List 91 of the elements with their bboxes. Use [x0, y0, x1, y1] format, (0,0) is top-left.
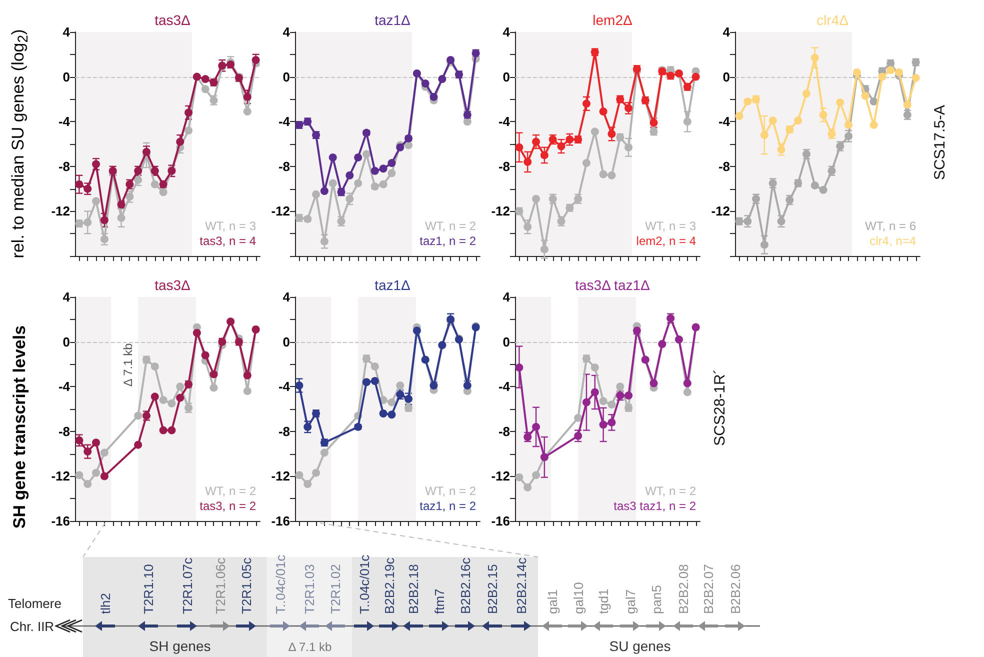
chart-title: clr4Δ: [816, 12, 848, 28]
y-tick-label: -4: [58, 114, 71, 130]
y-tick-label: 4: [62, 290, 71, 304]
text: tas3, n = 2: [200, 499, 256, 513]
text: gal7: [623, 589, 638, 614]
text: B2B2.15: [485, 564, 500, 614]
chart-title: tas3Δ: [154, 12, 190, 28]
y2-axis-title: SCS28-1R´: [712, 368, 728, 448]
text: pan5: [649, 585, 664, 614]
y-tick-label: -16: [271, 514, 290, 528]
text: B2B2.07: [701, 564, 716, 614]
text: lem2, n = 4: [636, 234, 696, 248]
y-tick-label: 0: [502, 69, 510, 84]
y-tick-label: 4: [502, 290, 511, 304]
y-tick-label: 4: [502, 24, 511, 40]
y-tick-label: -12: [271, 204, 290, 219]
text: WT, n = 2: [424, 219, 476, 233]
y-tick-label: -8: [278, 424, 290, 439]
y-tick-label: 4: [282, 290, 291, 304]
text: T2R1.03: [302, 564, 317, 614]
y-tick-label: -8: [58, 158, 70, 174]
y-tick-label: 0: [722, 69, 730, 84]
y-tick-label: 4: [722, 24, 731, 40]
y-tick-label: -16: [51, 514, 70, 528]
y-tick-label: -4: [58, 379, 71, 394]
text: gal1: [545, 589, 560, 614]
text: WT, n = 3: [644, 219, 696, 233]
text: WT, n = 2: [644, 484, 696, 498]
y-axis-title: SH gene transcript levels: [10, 324, 30, 531]
text: B2B2.08: [676, 564, 691, 614]
text: tlh2: [98, 593, 113, 614]
y-tick-label: -12: [51, 468, 70, 484]
text: tas3, n = 4: [200, 234, 256, 248]
text: Telomere: [8, 596, 62, 611]
text: T2R1.10: [141, 564, 156, 614]
y-tick-label: 0: [62, 69, 70, 84]
y-tick-label: -4: [498, 114, 511, 130]
y-tick-label: 0: [282, 69, 290, 84]
text: WT, n = 2: [204, 484, 256, 498]
text: B2B2.16c: [458, 557, 473, 614]
text: B2B2.14c: [514, 557, 529, 614]
y-tick-label: -16: [491, 514, 510, 528]
text: B2B2.18: [406, 564, 421, 614]
text: B2B2.06: [728, 564, 743, 614]
text: T2R1.05c: [239, 557, 254, 614]
y-tick-label: -4: [498, 379, 511, 394]
y-tick-label: 0: [282, 334, 290, 350]
text: SU genes: [609, 638, 671, 654]
text: B2B2.19c: [382, 557, 397, 614]
text: tas3 taz1, n = 2: [614, 499, 696, 513]
text: tgd1: [596, 588, 611, 614]
text: T2R1.06c: [213, 557, 228, 614]
text: taz1, n = 2: [420, 499, 476, 513]
y-tick-label: 4: [282, 24, 291, 40]
chart-title: lem2Δ: [592, 12, 632, 28]
text: T2R1.07c: [180, 557, 195, 614]
text: T2R1.02: [328, 564, 343, 614]
text: Chr. IIR: [10, 619, 54, 634]
y-tick-label: 0: [62, 334, 70, 350]
text: SH genes: [149, 638, 211, 654]
y-tick-label: -12: [51, 204, 70, 219]
text: clr4, n=4: [870, 234, 916, 248]
text: Δ 7.1 kb: [288, 640, 332, 654]
y-tick-label: 0: [502, 334, 510, 350]
y2-axis-title: SCS17.5-A: [932, 104, 948, 182]
y-tick-label: -8: [498, 424, 510, 439]
chart-title: taz1Δ: [374, 12, 410, 28]
y-tick-label: -12: [271, 468, 290, 484]
text: taz1, n = 2: [420, 234, 476, 248]
text: gal10: [571, 582, 586, 614]
annotation: Δ 7.1 kb: [121, 342, 136, 387]
y-tick-label: -12: [491, 468, 510, 484]
y-tick-label: -4: [718, 114, 731, 130]
chart-title: taz1Δ: [374, 277, 410, 293]
chart-title: tas3Δ taz1Δ: [575, 277, 650, 293]
y-tick-label: -4: [278, 379, 291, 394]
text: WT, n = 6: [864, 219, 916, 233]
text: WT, n = 2: [424, 484, 476, 498]
y-tick-label: -12: [711, 204, 730, 219]
y-tick-label: -8: [718, 158, 730, 174]
text: ftm7: [432, 588, 447, 614]
text: WT, n = 3: [204, 219, 256, 233]
text: T..04c/01c: [357, 554, 372, 614]
y-tick-label: -8: [278, 158, 290, 174]
y-tick-label: -12: [491, 204, 510, 219]
y-tick-label: -8: [58, 424, 70, 439]
text: T..04c/01c: [273, 554, 288, 614]
y-tick-label: 4: [62, 24, 71, 40]
y-tick-label: -8: [498, 158, 510, 174]
y-tick-label: -4: [278, 114, 291, 130]
chart-title: tas3Δ: [154, 277, 190, 293]
